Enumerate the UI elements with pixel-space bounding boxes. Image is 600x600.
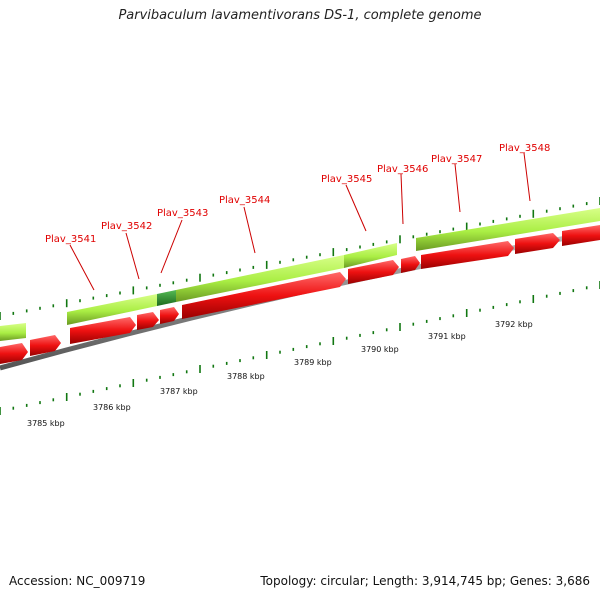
- gene-label[interactable]: Plav_3548: [499, 143, 550, 154]
- gene-label[interactable]: Plav_3545: [321, 174, 372, 185]
- gene-label-leaders: [69, 152, 531, 291]
- kbp-label: 3790 kbp: [361, 345, 399, 354]
- forward-gene: [0, 323, 26, 341]
- reverse-gene: [401, 256, 420, 273]
- gene-label[interactable]: Plav_3544: [219, 195, 270, 206]
- reverse-gene: [182, 272, 346, 319]
- reverse-strand: [0, 225, 600, 364]
- kbp-label: 3792 kbp: [495, 320, 533, 329]
- forward-gene-highlight: [157, 290, 176, 306]
- kbp-label: 3788 kbp: [227, 372, 265, 381]
- reverse-gene: [348, 260, 399, 284]
- reverse-gene: [0, 343, 28, 364]
- forward-gene: [67, 294, 157, 325]
- reverse-gene: [160, 307, 179, 324]
- gene-label[interactable]: Plav_3542: [101, 221, 152, 232]
- kbp-label: 3791 kbp: [428, 332, 466, 341]
- reverse-gene: [70, 317, 136, 344]
- genome-stats-text: Topology: circular; Length: 3,914,745 bp…: [260, 574, 590, 588]
- gene-label[interactable]: Plav_3541: [45, 234, 96, 245]
- accession-text: Accession: NC_009719: [9, 574, 146, 588]
- reverse-gene: [30, 335, 61, 356]
- forward-gene: [344, 243, 397, 268]
- upper-tick-track: [0, 197, 600, 320]
- forward-strand: [0, 208, 600, 341]
- reverse-gene: [515, 233, 560, 254]
- gene-label[interactable]: Plav_3543: [157, 208, 208, 219]
- kbp-label: 3785 kbp: [27, 419, 65, 428]
- kbp-label: 3787 kbp: [160, 387, 198, 396]
- forward-gene: [176, 255, 344, 302]
- lower-tick-track: [0, 281, 600, 415]
- reverse-gene: [137, 312, 159, 330]
- gene-label[interactable]: Plav_3546: [377, 164, 428, 175]
- reverse-gene: [421, 241, 514, 269]
- gene-label[interactable]: Plav_3547: [431, 154, 482, 165]
- reverse-gene: [562, 225, 600, 246]
- kbp-labels: 3785 kbp 3786 kbp 3787 kbp 3788 kbp 3789…: [27, 320, 533, 428]
- kbp-label: 3789 kbp: [294, 358, 332, 367]
- genome-title: Parvibaculum lavamentivorans DS-1, compl…: [118, 8, 482, 23]
- gene-labels: Plav_3541 Plav_3542 Plav_3543 Plav_3544 …: [45, 143, 550, 245]
- kbp-label: 3786 kbp: [93, 403, 131, 412]
- forward-gene: [416, 208, 600, 251]
